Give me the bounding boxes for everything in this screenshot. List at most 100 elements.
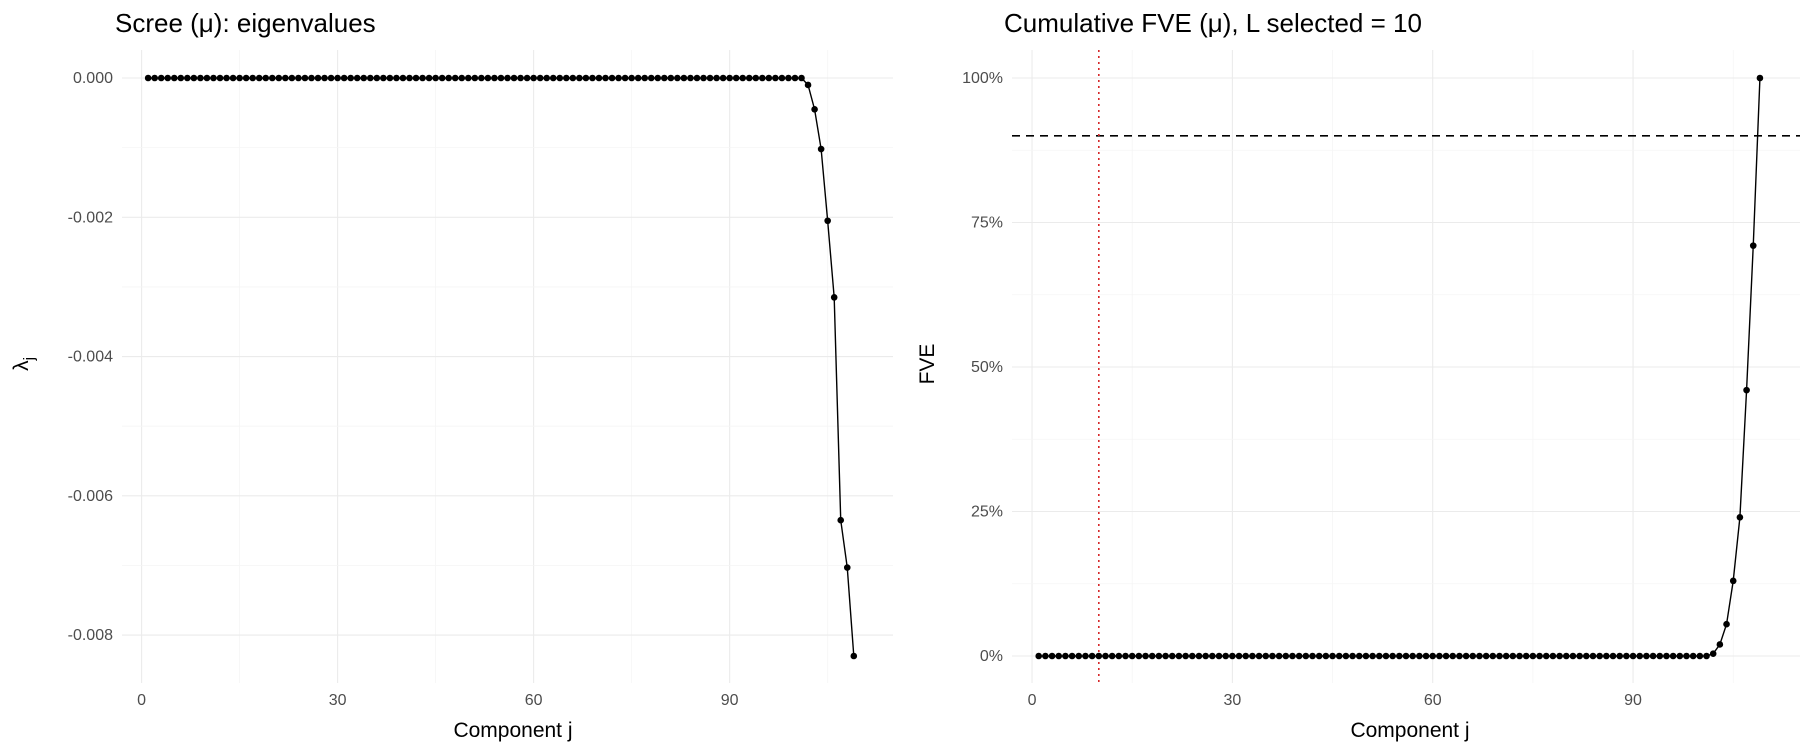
data-point [445,74,452,82]
scree-title: Scree (μ): eigenvalues [115,8,376,38]
data-point [432,74,439,82]
data-point [1375,652,1383,660]
fve-x-axis-title: Component j [1350,719,1469,742]
fve-y-tick-labels: 0% 25% 50% 75% 100% [962,70,1003,665]
data-point [1222,652,1229,660]
data-point [706,74,714,82]
data-point [458,74,466,82]
data-point [1676,652,1684,660]
data-point [1182,652,1189,660]
data-point [661,74,668,82]
data-point [510,74,518,82]
y-tick-label: -0.002 [68,209,113,226]
data-point [1502,652,1510,660]
y-tick-label: -0.004 [68,349,113,366]
data-point [634,74,642,82]
data-point [543,74,551,82]
data-point [628,74,635,82]
data-point [504,74,511,82]
data-point [1576,652,1583,660]
data-point [1189,652,1196,660]
data-point [1569,652,1577,660]
data-point [190,74,198,82]
data-point [1736,513,1744,521]
data-point [1469,652,1477,660]
data-point [687,74,694,82]
data-point [713,74,720,82]
data-point [1603,652,1610,660]
data-point [530,74,537,82]
data-point [478,74,485,82]
data-point [177,74,185,82]
data-point [236,74,243,82]
data-point [1355,652,1363,660]
data-point [1649,652,1657,660]
data-point [210,74,217,82]
data-point [1623,652,1630,660]
data-point [804,81,812,89]
data-point [680,74,688,82]
data-point [1396,652,1403,660]
data-point [268,74,276,82]
data-point [647,74,655,82]
data-point [700,74,707,82]
data-point [314,74,322,82]
data-point [1536,652,1543,660]
x-tick-label: 0 [1028,692,1037,709]
data-point [549,74,557,82]
data-point [1683,652,1690,660]
y-tick-label: 100% [962,70,1003,87]
data-point [837,516,845,524]
data-point [164,74,172,82]
data-point [275,74,283,82]
scree-panel: Scree (μ): eigenvalues 0.000 -0.002 -0.004… [10,8,893,742]
data-point [1095,652,1103,660]
data-point [576,74,583,82]
data-point [1229,652,1236,660]
data-point [1422,652,1430,660]
data-point [1629,652,1637,660]
y-tick-label: 0% [980,648,1003,665]
data-point [1442,652,1450,660]
data-point [1322,652,1330,660]
data-point [1643,652,1650,660]
scree-x-axis-title: Component j [453,719,572,742]
data-point [1102,652,1109,660]
data-point [1656,652,1664,660]
data-point [1529,652,1537,660]
data-point [1489,652,1497,660]
data-point [144,74,152,82]
data-point [830,294,838,301]
fve-reference-lines [1012,50,1800,683]
scree-y-axis-title-subscript: j [21,357,38,361]
data-point [1269,652,1276,660]
data-point [1068,652,1076,660]
data-point [471,74,479,82]
data-point [556,74,564,82]
data-point [1062,652,1069,660]
data-point [563,74,570,82]
data-point [340,74,348,82]
data-point [1235,652,1243,660]
data-point [157,74,165,82]
data-point [1462,652,1470,660]
y-tick-label: 0.000 [73,70,113,87]
data-point [1249,652,1256,660]
data-point [491,74,498,82]
data-point [1362,652,1370,660]
scree-y-axis-title: λj [10,357,38,371]
data-point [184,74,191,82]
data-point [1542,652,1550,660]
data-point [1122,652,1129,660]
data-point [536,74,544,82]
data-point [1275,652,1283,660]
data-point [1556,652,1563,660]
data-point [1476,652,1483,660]
data-point [615,74,622,82]
data-point [412,74,420,82]
x-tick-label: 30 [329,692,347,709]
x-tick-label: 0 [137,692,146,709]
fve-panel: Cumulative FVE (μ), L selected = 10 0% 25… [916,8,1800,742]
data-point [745,74,753,82]
